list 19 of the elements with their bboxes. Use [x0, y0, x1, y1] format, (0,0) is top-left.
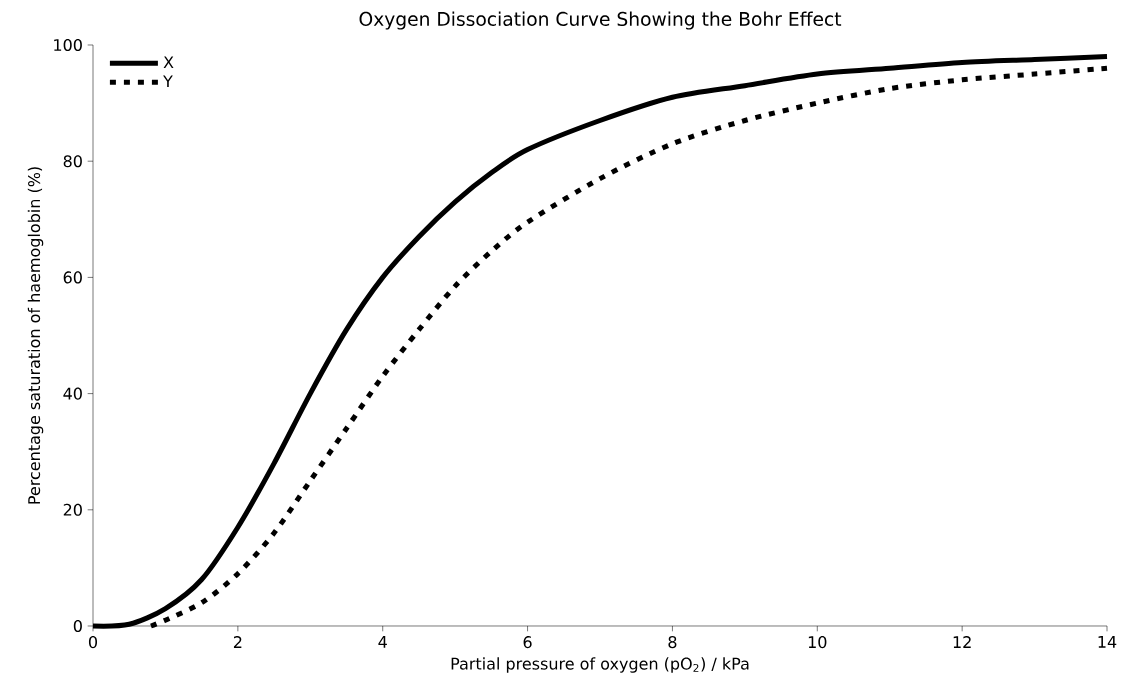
x-tick-label: 6: [523, 636, 532, 649]
x-tick-label: 4: [378, 636, 387, 648]
legend-label: X: [163, 56, 174, 69]
y-tick-label: 20: [63, 503, 82, 516]
y-axis-title: Percentage saturation of haemoglobin (%): [27, 167, 44, 504]
x-tick-label: 8: [668, 636, 677, 649]
legend-label: Y: [163, 75, 173, 88]
x-axis-title: Partial pressure of oxygen (pO$_{2}$) / kPa: [451, 657, 749, 673]
x-tick-label: 12: [953, 636, 971, 648]
y-tick-label: 80: [63, 155, 82, 168]
y-tick-label: 60: [63, 271, 82, 284]
x-tick-label: 2: [233, 636, 242, 648]
chart-title: Oxygen Dissociation Curve Showing the Bohr Effect: [359, 11, 842, 30]
y-tick-label: 0: [73, 619, 82, 633]
y-tick-label: 100: [54, 38, 82, 52]
x-tick-label: 10: [808, 636, 827, 649]
x-tick-label: 0: [88, 636, 98, 649]
y-tick-label: 40: [63, 387, 82, 400]
x-tick-label: 14: [1098, 636, 1117, 648]
